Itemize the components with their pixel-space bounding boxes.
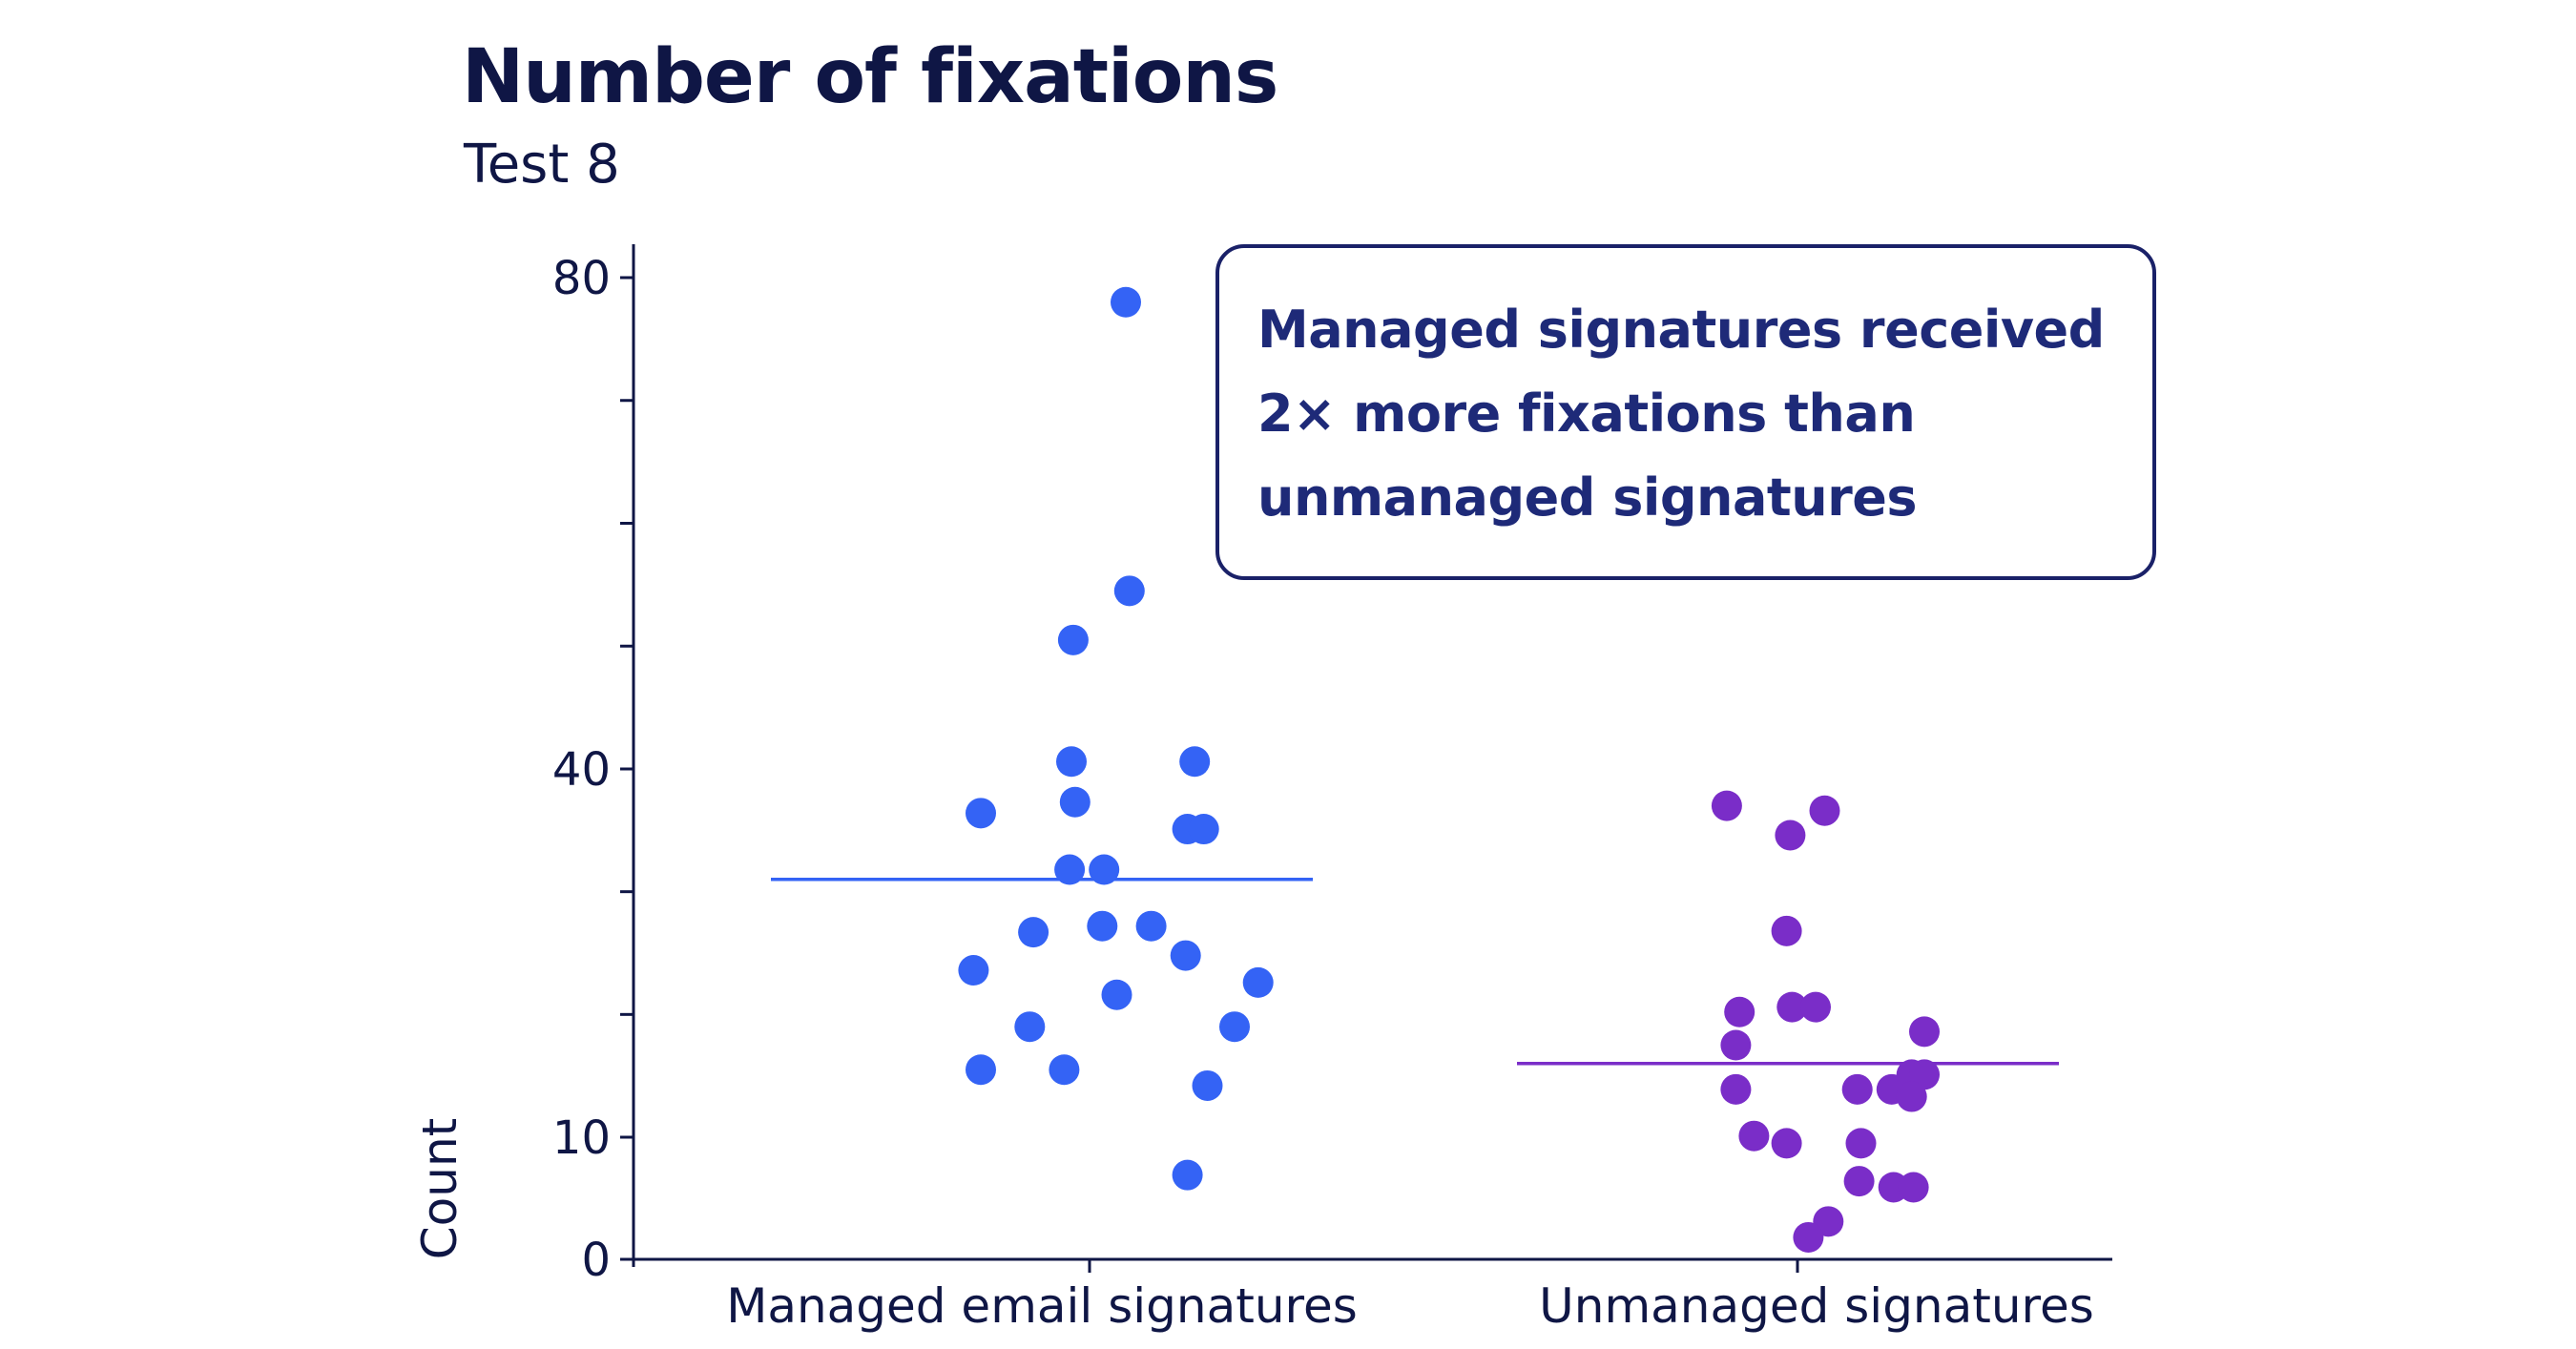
data-point — [1771, 1128, 1802, 1159]
x-axis: Managed email signatures Unmanaged signat… — [634, 1257, 2112, 1334]
data-point — [1089, 854, 1120, 885]
data-point — [1135, 910, 1167, 942]
data-point — [1720, 1073, 1752, 1105]
y-tick-label: 10 — [552, 1111, 611, 1165]
data-point — [1056, 746, 1087, 778]
data-point — [1843, 1166, 1875, 1197]
chart-title: Number of fixations — [462, 34, 1278, 120]
data-point — [1059, 786, 1091, 818]
data-point — [1809, 795, 1840, 826]
data-point — [1049, 1054, 1080, 1086]
annotation-callout: Managed signatures received 2× more fixa… — [1215, 244, 2156, 580]
data-point — [1057, 624, 1089, 655]
x-tick-label: Unmanaged signatures — [1539, 1278, 2094, 1334]
mean-lines — [771, 878, 2059, 1066]
x-tick-label: Managed email signatures — [726, 1278, 1358, 1334]
data-point — [1192, 1069, 1223, 1101]
chart-subtitle: Test 8 — [464, 134, 620, 196]
data-point — [1845, 1128, 1877, 1159]
data-point — [1776, 991, 1808, 1023]
data-point — [1111, 286, 1141, 318]
y-tick-label: 0 — [581, 1234, 611, 1287]
data-point — [1841, 1073, 1873, 1105]
data-point — [1172, 1159, 1203, 1191]
y-axis-label: Count — [412, 1118, 467, 1260]
data-point — [1242, 966, 1274, 998]
data-point — [1101, 979, 1132, 1010]
data-point — [966, 1054, 996, 1086]
data-points — [958, 286, 1940, 1253]
data-point — [1771, 915, 1802, 946]
y-tick-label: 40 — [552, 743, 611, 797]
data-point — [1711, 790, 1742, 821]
data-point — [1170, 940, 1201, 971]
data-point — [1775, 820, 1806, 851]
data-point — [1720, 1029, 1752, 1061]
data-point — [1898, 1172, 1929, 1203]
annotation-line-3: unmanaged signatures — [1257, 467, 1918, 528]
y-axis: 0 10 40 80 — [552, 244, 635, 1287]
data-point — [1724, 996, 1755, 1027]
data-point — [1738, 1120, 1770, 1152]
data-point — [1054, 854, 1086, 885]
data-point — [958, 955, 989, 986]
data-point — [1909, 1059, 1940, 1090]
data-point — [1179, 746, 1211, 778]
data-point — [1014, 1011, 1046, 1043]
data-point — [1219, 1011, 1250, 1043]
y-tick-label: 80 — [552, 252, 611, 305]
data-point — [1018, 917, 1049, 948]
data-point — [1800, 991, 1831, 1023]
annotation-line-1: Managed signatures received — [1257, 300, 2105, 360]
data-point — [1896, 1081, 1927, 1112]
data-point — [1188, 814, 1219, 845]
annotation-line-2: 2× more fixations than — [1257, 384, 1916, 444]
data-point — [1909, 1016, 1940, 1048]
data-point — [966, 798, 996, 829]
data-point — [1793, 1221, 1824, 1253]
data-point — [1087, 910, 1118, 942]
data-point — [1113, 575, 1145, 607]
